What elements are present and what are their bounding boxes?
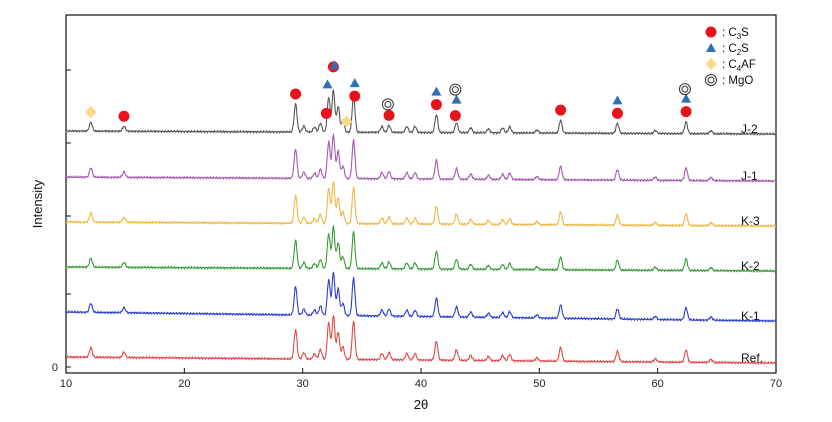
plot-border bbox=[65, 14, 777, 374]
legend-label-2: : C4AF bbox=[722, 59, 756, 73]
marker-mgo bbox=[678, 83, 691, 96]
series-line-Ref bbox=[65, 315, 777, 365]
x-tick-label: 40 bbox=[415, 378, 427, 390]
marker-c3s bbox=[449, 110, 461, 122]
marker-c3s bbox=[555, 104, 567, 116]
x-tick-label: 60 bbox=[652, 378, 664, 390]
marker-mgo-inner bbox=[681, 85, 689, 93]
marker-c3s bbox=[383, 109, 395, 121]
y-tick-label: 0 bbox=[52, 362, 58, 374]
marker-c2s bbox=[349, 78, 360, 88]
marker-c3s bbox=[430, 99, 442, 111]
marker-c3s bbox=[611, 107, 623, 119]
legend-label-1: : C2S bbox=[722, 43, 749, 57]
marker-c3s bbox=[349, 90, 361, 102]
marker-c4af bbox=[84, 106, 97, 119]
marker-c2s bbox=[451, 94, 462, 104]
legend-label-3: : MgO bbox=[722, 75, 753, 87]
phase-marker-layer bbox=[84, 60, 692, 128]
x-axis-title: 2θ bbox=[414, 397, 428, 412]
marker-mgo-outer bbox=[678, 83, 691, 96]
series-label-J-1: J-1 bbox=[741, 169, 758, 183]
marker-c2s bbox=[681, 93, 692, 103]
series-line-K-3 bbox=[65, 181, 777, 228]
marker-mgo-inner bbox=[384, 100, 392, 108]
series-line-J-1 bbox=[65, 133, 777, 183]
series-label-J-2: J-2 bbox=[741, 122, 758, 136]
plot-frame bbox=[65, 14, 777, 374]
x-tick-label: 50 bbox=[533, 378, 545, 390]
series-label-K-1: K-1 bbox=[741, 309, 760, 323]
legend-marker-3-outer bbox=[705, 74, 717, 86]
marker-c3s bbox=[290, 88, 302, 100]
series-line-K-2 bbox=[65, 225, 777, 273]
marker-c2s bbox=[322, 79, 333, 89]
legend-marker-3-inner bbox=[707, 76, 715, 84]
series-layer: J-2 J-1 K-3 K-2 K-1 Ref. bbox=[65, 89, 777, 365]
x-tick-label: 70 bbox=[770, 378, 782, 390]
axis-layer: 10 20 30 40 50 60 70 0 2θ Intensity bbox=[30, 14, 782, 412]
x-tick-label: 30 bbox=[297, 378, 309, 390]
marker-c3s bbox=[320, 107, 332, 119]
legend-marker-0 bbox=[705, 26, 717, 38]
series-label-K-2: K-2 bbox=[741, 259, 760, 273]
marker-mgo-outer bbox=[449, 83, 462, 96]
legend-marker-3 bbox=[705, 74, 717, 86]
marker-c3s bbox=[118, 110, 130, 122]
marker-mgo bbox=[449, 83, 462, 96]
marker-c4af bbox=[340, 115, 353, 128]
marker-c2s bbox=[612, 95, 623, 105]
marker-c3s bbox=[680, 106, 692, 118]
marker-c2s bbox=[431, 86, 442, 96]
series-line-K-1 bbox=[65, 271, 777, 323]
y-axis-title: Intensity bbox=[30, 179, 45, 228]
marker-mgo bbox=[381, 98, 394, 111]
series-line-J-2 bbox=[65, 89, 777, 136]
series-label-Ref: Ref. bbox=[741, 351, 763, 365]
series-label-K-3: K-3 bbox=[741, 214, 760, 228]
legend-marker-2 bbox=[705, 58, 717, 70]
marker-c2s bbox=[329, 60, 340, 70]
marker-mgo-inner bbox=[451, 86, 459, 94]
x-tick-label: 20 bbox=[178, 378, 190, 390]
legend-marker-1 bbox=[706, 43, 716, 52]
legend: : C3S : C2S : C4AF : MgO bbox=[705, 26, 756, 87]
legend-label-0: : C3S bbox=[722, 27, 749, 41]
marker-mgo-outer bbox=[381, 98, 394, 111]
x-tick-label: 10 bbox=[60, 378, 72, 390]
